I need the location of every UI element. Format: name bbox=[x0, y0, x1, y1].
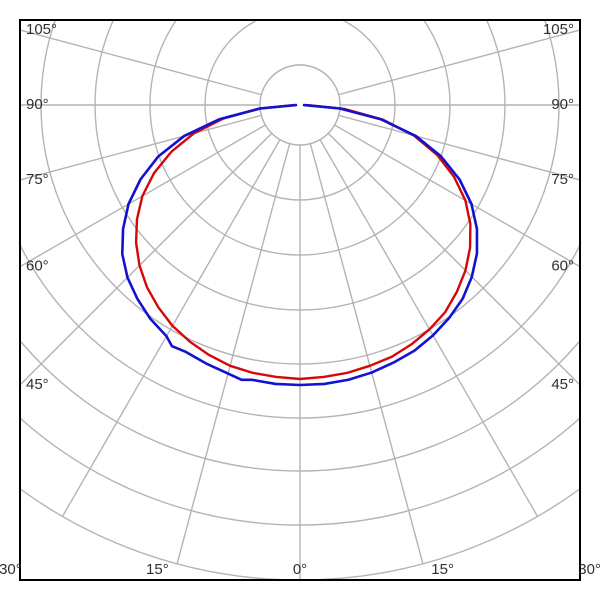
polar-chart-svg: 105° 90° 75° 60° 45° 30° 15° 15° 30° 45° 60° 75° 90°… bbox=[0, 0, 600, 600]
angle-label: 90° bbox=[551, 96, 574, 113]
angle-label: 105° bbox=[26, 21, 57, 38]
angle-label: 60° bbox=[26, 258, 49, 275]
angle-label: 75° bbox=[26, 171, 49, 188]
angle-label: 75° bbox=[551, 171, 574, 188]
angle-label: 90° bbox=[26, 96, 49, 113]
polar-chart: 105° 90° 75° 60° 45° 30° 15° 15° 30° 45° 60° 75° 90°… bbox=[0, 0, 600, 600]
angle-label: 30° bbox=[0, 561, 22, 578]
angle-label: 15° bbox=[431, 561, 454, 578]
angle-label: 45° bbox=[551, 376, 574, 393]
angle-label: 60° bbox=[551, 258, 574, 275]
angle-label: 45° bbox=[26, 376, 49, 393]
angle-label: 105° bbox=[543, 21, 574, 38]
angle-label: 30° bbox=[578, 561, 600, 578]
angle-label: 0° bbox=[293, 561, 307, 578]
angle-label: 15° bbox=[146, 561, 169, 578]
